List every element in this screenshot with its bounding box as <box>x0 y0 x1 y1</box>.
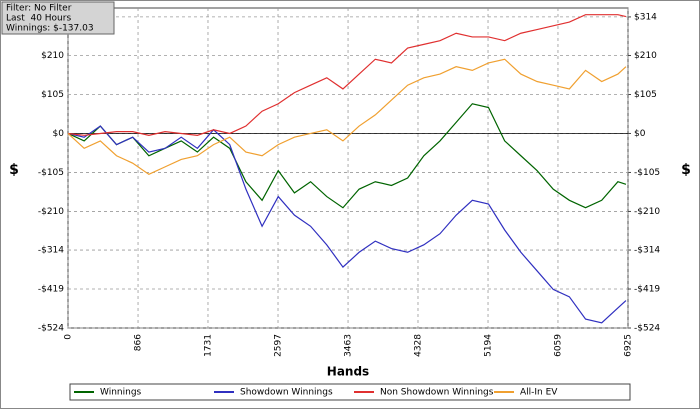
x-tick-label: 4328 <box>413 334 423 357</box>
y-tick-label: -$419 <box>38 285 64 295</box>
legend-label: Non Showdown Winnings <box>380 388 494 398</box>
series-line <box>67 58 627 175</box>
x-tick-label: 6925 <box>624 334 634 357</box>
x-tick-label: 5194 <box>484 334 494 357</box>
info-text: Winnings: $-137.03 <box>6 24 94 34</box>
series-line <box>67 103 627 209</box>
y2-tick-label: -$314 <box>634 246 660 256</box>
y-tick-label: -$524 <box>38 324 64 334</box>
legend-label: All-In EV <box>520 388 558 398</box>
x-tick-label: 866 <box>134 334 144 351</box>
y-tick-label: $105 <box>41 90 64 100</box>
series-line <box>67 14 627 136</box>
y-tick-label: $0 <box>53 129 65 139</box>
y2-tick-label: $210 <box>634 51 657 61</box>
legend <box>69 383 631 401</box>
x-tick-label: 0 <box>64 334 74 340</box>
y-tick-label: $210 <box>41 51 64 61</box>
legend-label: Winnings <box>100 388 142 398</box>
y2-tick-label: $0 <box>634 129 646 139</box>
y2-tick-label: $314 <box>634 12 657 22</box>
info-box <box>1 1 115 35</box>
y-axis-title: $ <box>9 162 19 178</box>
y-tick-label: -$210 <box>38 207 64 217</box>
x-tick-label: 6059 <box>553 334 563 357</box>
x-tick-label: 1731 <box>203 334 213 357</box>
y-tick-label: -$105 <box>38 168 64 178</box>
y2-tick-label: $105 <box>634 90 657 100</box>
y2-tick-label: -$524 <box>634 324 660 334</box>
y-tick-label: -$314 <box>38 246 64 256</box>
y2-tick-label: -$105 <box>634 168 660 178</box>
info-text: Last 40 Hours <box>6 14 71 24</box>
y2-tick-label: -$210 <box>634 207 660 217</box>
x-tick-label: 2597 <box>274 334 284 357</box>
y2-axis-title: $ <box>681 162 691 178</box>
x-axis-title: Hands <box>327 365 369 379</box>
legend-label: Showdown Winnings <box>240 388 333 398</box>
info-text: Filter: No Filter <box>6 4 72 14</box>
series-line <box>67 125 627 324</box>
y2-tick-label: -$419 <box>634 285 660 295</box>
x-tick-label: 3463 <box>344 334 354 357</box>
